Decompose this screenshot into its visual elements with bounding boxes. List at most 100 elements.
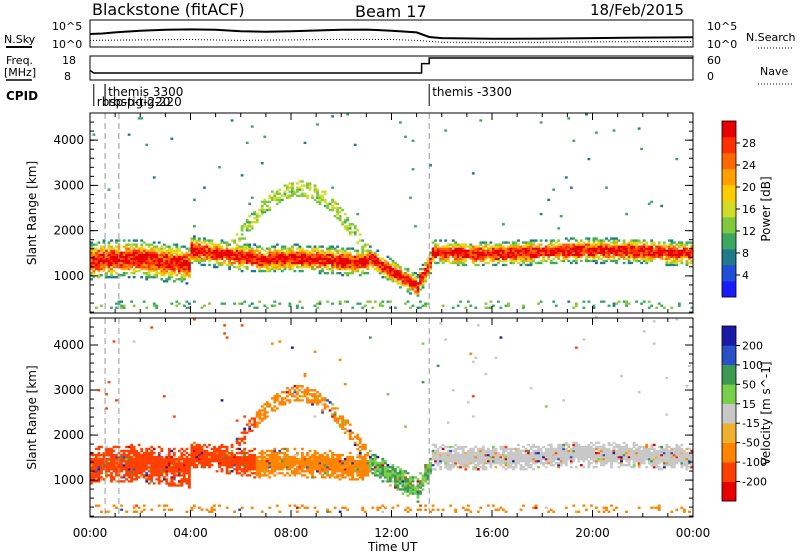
velocity-cell [270, 462, 274, 465]
power-cell [278, 302, 282, 305]
velocity-cell [313, 350, 317, 353]
velocity-cell [426, 476, 430, 479]
velocity-cell [394, 472, 397, 475]
power-cell [308, 188, 312, 191]
velocity-cell [132, 504, 136, 507]
velocity-cell [150, 455, 154, 459]
power-cell [411, 168, 415, 171]
power-cell [115, 265, 118, 269]
power-cell [333, 215, 337, 218]
power-cell [572, 237, 576, 240]
power-cell [286, 184, 289, 187]
velocity-cell [311, 457, 314, 461]
power-cell [665, 261, 669, 265]
velocity-cell [253, 457, 257, 461]
velocity-cell [200, 460, 204, 463]
power-cell [90, 278, 93, 281]
power-cell [444, 259, 448, 263]
power-cell [451, 306, 455, 309]
power-cell [504, 255, 508, 259]
velocity-cell [308, 455, 312, 459]
power-cell [401, 274, 405, 277]
velocity-cell [157, 462, 161, 465]
power-cell [188, 302, 191, 305]
power-cell [313, 186, 317, 189]
power-cell [610, 247, 613, 250]
velocity-cell [132, 472, 136, 475]
power-cell [250, 255, 254, 259]
power-cell [484, 243, 488, 246]
power-cell [328, 261, 332, 265]
power-cell [172, 267, 176, 271]
power-cell [195, 241, 199, 244]
power-cell [155, 274, 159, 277]
power-cell [620, 243, 623, 246]
power-cell [404, 282, 407, 285]
velocity-cell [361, 474, 365, 477]
velocity-cell [356, 433, 360, 436]
power-cell [233, 259, 237, 263]
power-cell [245, 245, 249, 248]
velocity-cell [160, 464, 164, 467]
power-cell [343, 249, 347, 252]
power-cell [622, 245, 626, 248]
power-cell [137, 247, 141, 250]
power-cell [248, 223, 252, 226]
power-cell [630, 249, 634, 252]
power-cell [152, 176, 156, 179]
velocity-cell [102, 466, 106, 469]
velocity-cell [195, 445, 199, 449]
power-cell [175, 259, 179, 263]
velocity-cell [421, 476, 425, 479]
velocity-cell [280, 455, 284, 459]
power-cell [280, 245, 284, 248]
power-cell [421, 304, 425, 307]
power-cell [120, 274, 124, 277]
velocity-cell [150, 451, 154, 455]
power-cell [112, 251, 116, 254]
power-cell [100, 245, 103, 248]
power-cell [112, 263, 116, 267]
velocity-cell [238, 437, 242, 441]
power-cell [130, 253, 134, 257]
velocity-cell [286, 472, 289, 475]
velocity-cell [248, 468, 252, 471]
velocity-cell [331, 462, 335, 465]
power-cell [253, 251, 257, 254]
velocity-cell [255, 413, 259, 416]
velocity-cell [346, 460, 350, 463]
power-cell [177, 269, 181, 273]
power-cell [193, 300, 196, 303]
velocity-cell [165, 478, 169, 481]
velocity-cell [303, 372, 307, 376]
power-cell [489, 249, 493, 252]
velocity-cell [185, 460, 189, 463]
search-noise-line [89, 38, 694, 43]
velocity-cell [233, 453, 237, 457]
power-cell [97, 251, 101, 254]
power-cell [286, 263, 289, 267]
power-cell [542, 249, 546, 252]
power-cell [635, 243, 639, 246]
velocity-cell [404, 476, 407, 479]
power-cell [476, 249, 480, 252]
power-cell [205, 247, 209, 250]
velocity-cell [351, 437, 355, 441]
velocity-cell [230, 464, 234, 467]
power-cell [685, 251, 689, 254]
power-cell [632, 257, 636, 261]
power-cell [318, 302, 322, 305]
velocity-cell [371, 460, 375, 463]
velocity-cell [188, 472, 191, 475]
velocity-cell [288, 504, 292, 507]
velocity-cell [245, 470, 249, 473]
power-cell [306, 245, 309, 248]
power-cell [183, 259, 186, 263]
power-cell [424, 261, 428, 265]
power-cell [426, 261, 430, 265]
power-cell [225, 249, 229, 252]
velocity-cell [95, 453, 98, 457]
power-cell [167, 259, 171, 263]
power-cell [105, 265, 108, 269]
power-cell [130, 259, 134, 263]
